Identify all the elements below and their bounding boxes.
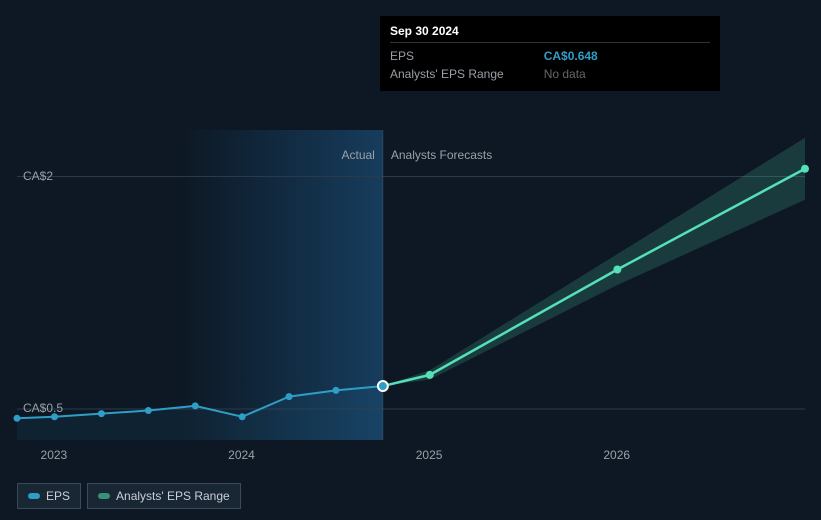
legend-eps-range[interactable]: Analysts' EPS Range	[87, 483, 241, 509]
tooltip-row: EPSCA$0.648	[390, 47, 598, 65]
legend-label: Analysts' EPS Range	[116, 489, 230, 503]
forecast-marker	[801, 165, 809, 173]
tooltip-row: Analysts' EPS RangeNo data	[390, 65, 598, 83]
legend-label: EPS	[46, 489, 70, 503]
legend: EPS Analysts' EPS Range	[17, 483, 241, 509]
chart-container: Sep 30 2024 EPSCA$0.648Analysts' EPS Ran…	[0, 0, 821, 520]
tooltip-date: Sep 30 2024	[390, 24, 710, 38]
legend-eps[interactable]: EPS	[17, 483, 81, 509]
y-axis-tick-label: CA$2	[23, 169, 53, 183]
x-axis-tick-label: 2023	[41, 448, 68, 462]
legend-swatch-icon	[28, 493, 40, 499]
tooltip: Sep 30 2024 EPSCA$0.648Analysts' EPS Ran…	[380, 16, 720, 91]
forecast-marker	[613, 266, 621, 274]
actual-marker	[14, 415, 21, 422]
y-axis-tick-label: CA$0.5	[23, 401, 63, 415]
tooltip-row-label: EPS	[390, 47, 544, 65]
x-axis-tick-label: 2026	[603, 448, 630, 462]
tooltip-table: EPSCA$0.648Analysts' EPS RangeNo data	[390, 47, 598, 83]
x-axis-tick-label: 2025	[416, 448, 443, 462]
region-label-forecast: Analysts Forecasts	[391, 148, 492, 162]
legend-swatch-icon	[98, 493, 110, 499]
actual-marker	[192, 402, 199, 409]
actual-marker	[332, 387, 339, 394]
highlight-marker	[378, 381, 388, 391]
actual-marker	[286, 393, 293, 400]
actual-marker	[145, 407, 152, 414]
tooltip-row-value: CA$0.648	[544, 47, 598, 65]
region-label-actual: Actual	[342, 148, 375, 162]
tooltip-row-label: Analysts' EPS Range	[390, 65, 544, 83]
forecast-marker	[426, 371, 434, 379]
actual-marker	[98, 410, 105, 417]
actual-marker	[239, 413, 246, 420]
tooltip-separator	[390, 42, 710, 43]
tooltip-row-value: No data	[544, 65, 598, 83]
forecast-range-area	[383, 138, 805, 386]
x-axis-tick-label: 2024	[228, 448, 255, 462]
